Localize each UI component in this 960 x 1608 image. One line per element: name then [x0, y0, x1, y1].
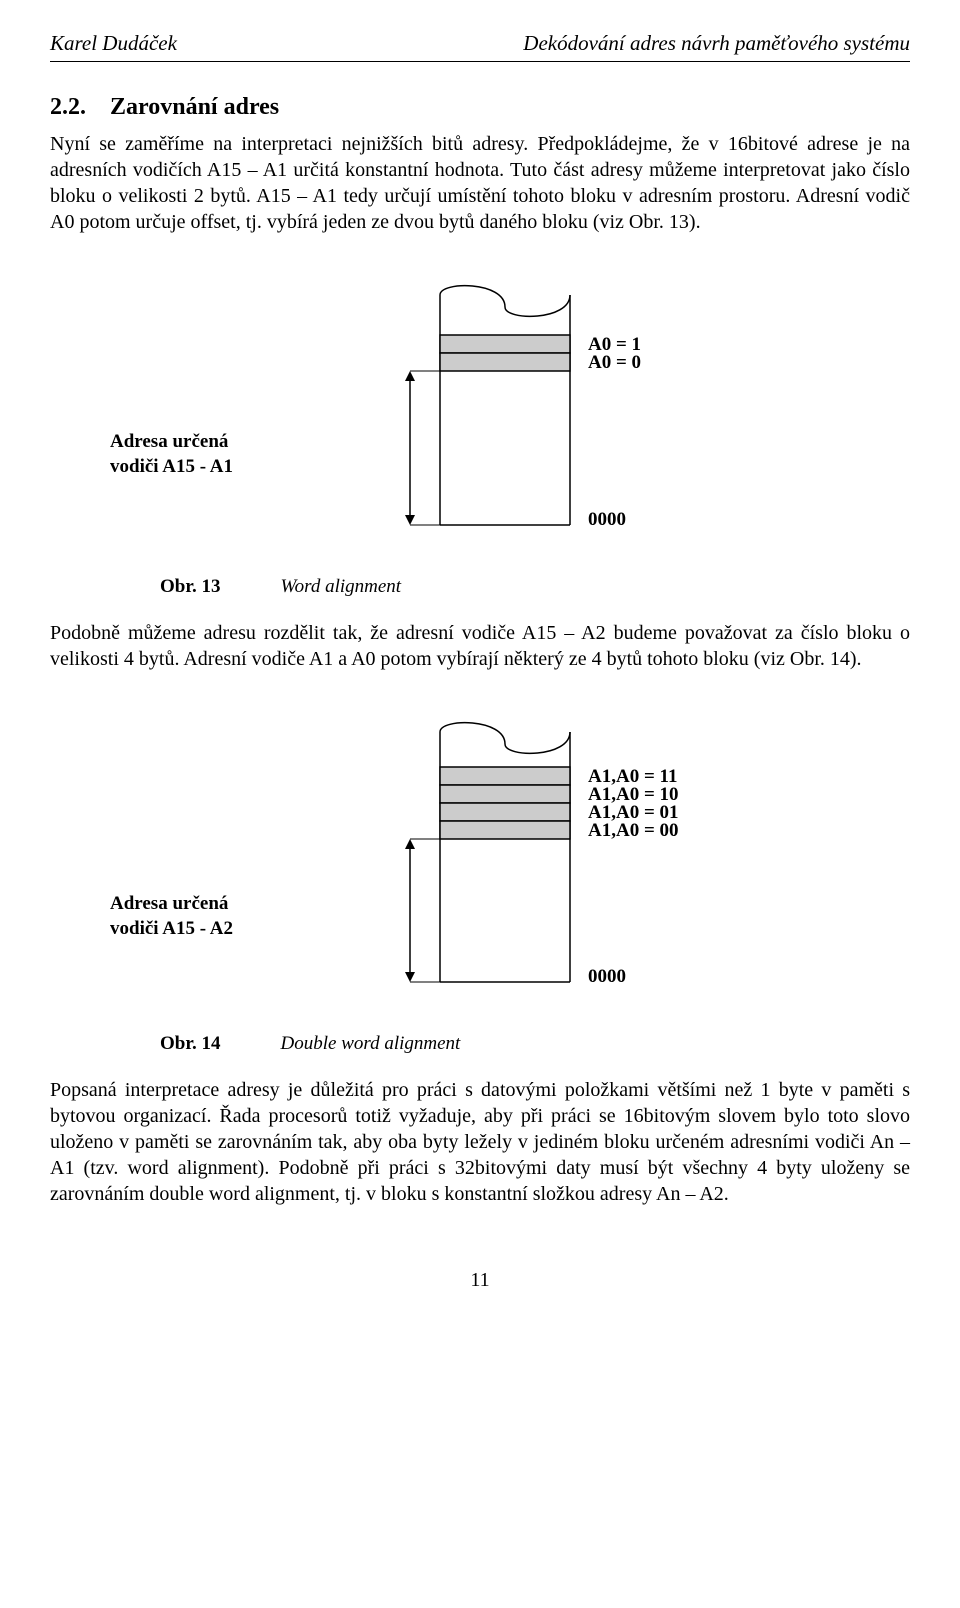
figure-14-title: Double word alignment [281, 1032, 461, 1057]
svg-text:0000: 0000 [588, 509, 626, 530]
figure-13-caption: Obr. 13 Word alignment [160, 575, 910, 600]
running-header: Karel Dudáček Dekódování adres návrh pam… [50, 30, 910, 57]
section-number: 2.2. [50, 94, 86, 120]
svg-text:A0 = 0: A0 = 0 [588, 352, 641, 373]
paragraph-3: Popsaná interpretace adresy je důležitá … [50, 1077, 910, 1207]
fig14-left-label-line1: Adresa určená [110, 893, 228, 914]
paragraph-2: Podobně můžeme adresu rozdělit tak, že a… [50, 620, 910, 672]
figure-14-number: Obr. 14 [160, 1032, 221, 1057]
figure-13-number: Obr. 13 [160, 575, 221, 600]
header-right: Dekódování adres návrh paměťového systém… [523, 30, 910, 57]
figure-13-left-label: Adresa určená vodiči A15 - A1 [110, 430, 233, 479]
figure-14-svg: A1,A0 = 11A1,A0 = 10A1,A0 = 01A1,A0 = 00… [210, 702, 750, 1002]
svg-text:0000: 0000 [588, 966, 626, 987]
fig14-left-label-line2: vodiči A15 - A2 [110, 918, 233, 939]
figure-13-title: Word alignment [281, 575, 402, 600]
figure-14: A1,A0 = 11A1,A0 = 10A1,A0 = 01A1,A0 = 00… [50, 702, 910, 1002]
figure-13: A0 = 1A0 = 00000 Adresa určená vodiči A1… [50, 265, 910, 545]
page-number: 11 [50, 1267, 910, 1293]
section-heading: 2.2. Zarovnání adres [50, 92, 910, 123]
header-divider [50, 61, 910, 62]
header-left: Karel Dudáček [50, 30, 177, 57]
figure-13-svg: A0 = 1A0 = 00000 [210, 265, 750, 545]
figure-14-caption: Obr. 14 Double word alignment [160, 1032, 910, 1057]
svg-text:A1,A0 = 00: A1,A0 = 00 [588, 820, 679, 841]
fig13-left-label-line2: vodiči A15 - A1 [110, 456, 233, 477]
section-title: Zarovnání adres [110, 94, 279, 120]
fig13-left-label-line1: Adresa určená [110, 431, 228, 452]
figure-14-left-label: Adresa určená vodiči A15 - A2 [110, 892, 233, 941]
paragraph-1: Nyní se zaměříme na interpretaci nejnižš… [50, 131, 910, 235]
